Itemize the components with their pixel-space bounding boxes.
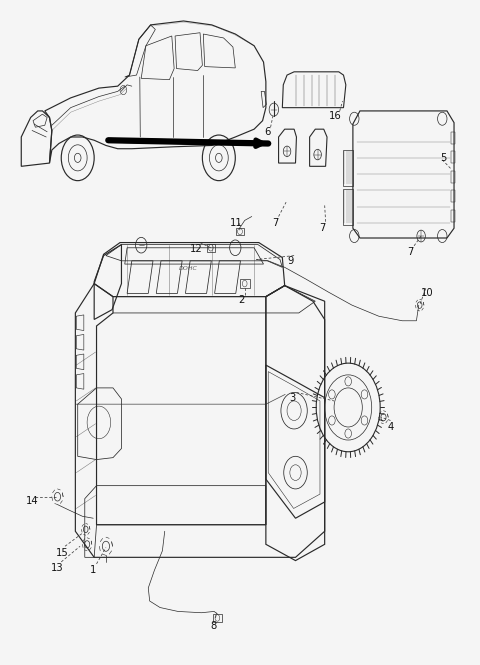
Text: 15: 15 [56, 548, 69, 558]
Text: 12: 12 [191, 244, 203, 254]
Text: 2: 2 [238, 295, 245, 305]
Bar [213, 614, 222, 622]
Text: DOHC: DOHC [179, 266, 198, 271]
Text: 9: 9 [288, 256, 294, 266]
Text: 16: 16 [329, 111, 341, 121]
Text: 10: 10 [421, 289, 433, 299]
Bar [451, 132, 456, 144]
Bar [451, 152, 456, 163]
Bar [451, 210, 456, 221]
Text: 14: 14 [26, 495, 38, 505]
Bar [240, 279, 250, 288]
Text: 4: 4 [387, 422, 394, 432]
Bar [451, 171, 456, 183]
Text: 6: 6 [264, 127, 270, 137]
Text: 11: 11 [230, 218, 242, 228]
Text: 5: 5 [440, 153, 446, 163]
Text: 7: 7 [407, 247, 413, 257]
Bar [206, 244, 215, 251]
Text: 1: 1 [90, 565, 96, 575]
Text: 8: 8 [210, 620, 216, 631]
Text: 7: 7 [272, 218, 278, 228]
Text: 3: 3 [289, 392, 296, 403]
Text: 7: 7 [319, 223, 325, 233]
Bar [451, 190, 456, 202]
Text: 13: 13 [51, 563, 64, 573]
Bar [236, 227, 244, 235]
